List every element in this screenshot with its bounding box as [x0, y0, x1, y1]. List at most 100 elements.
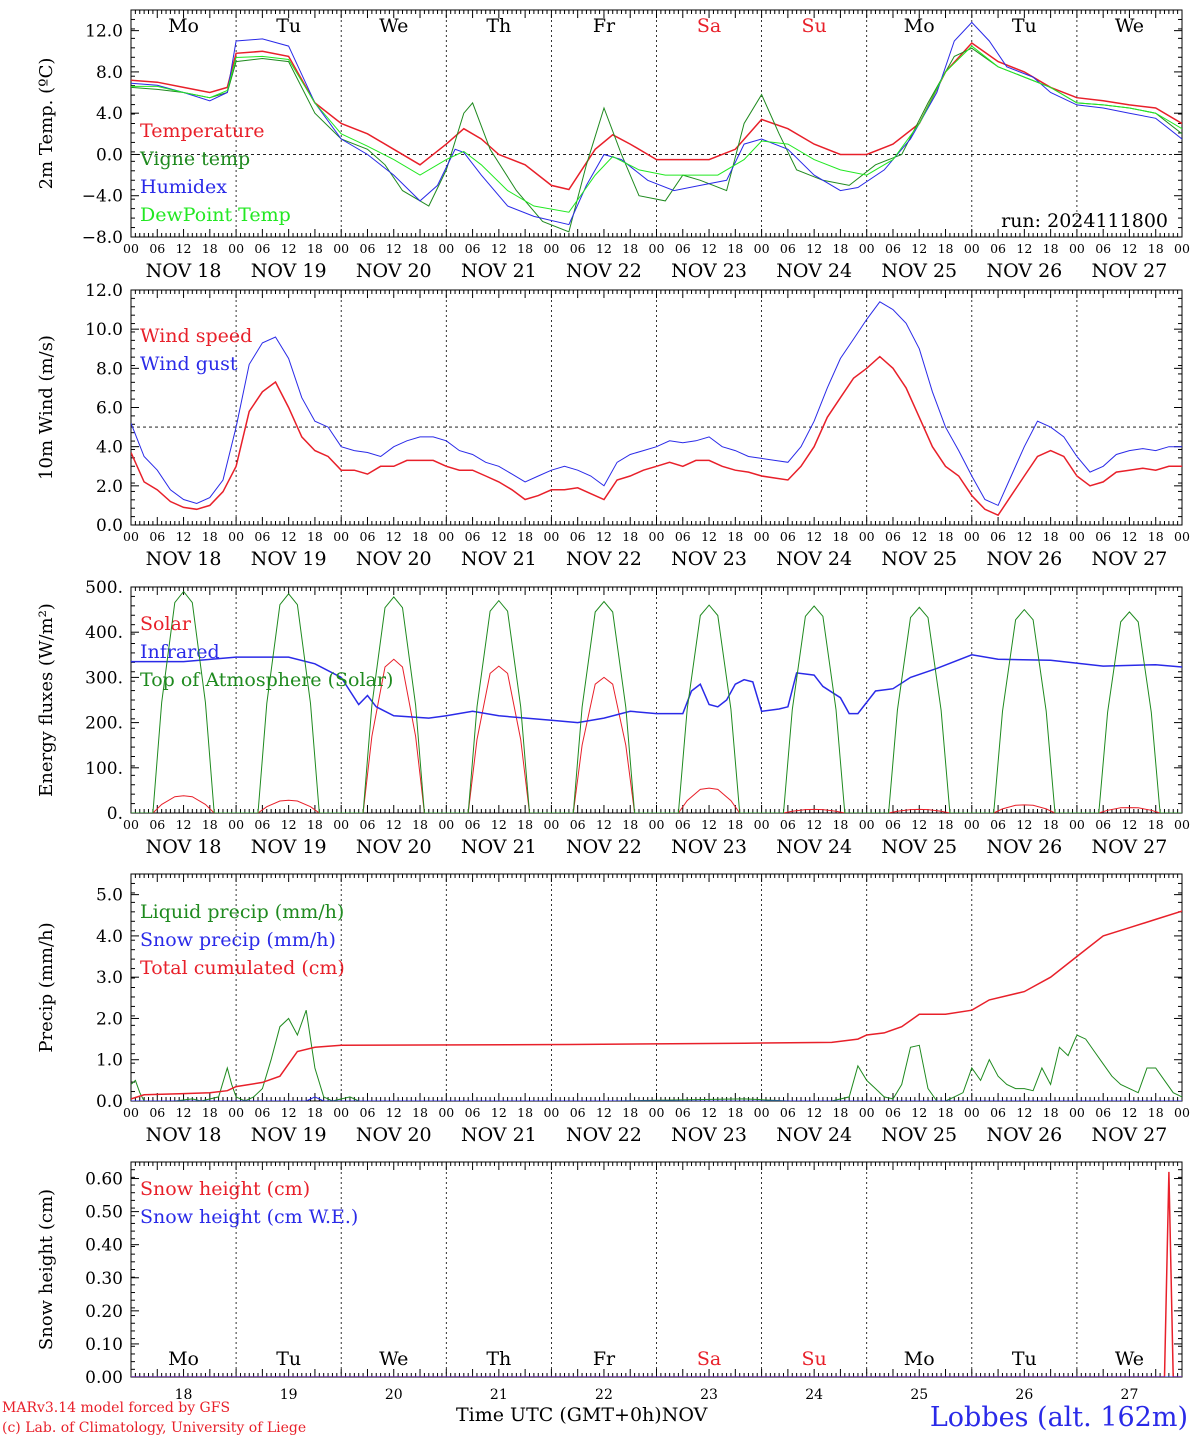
hour-tick-label: 00 [438, 529, 454, 544]
date-label: NOV 21 [461, 260, 537, 282]
date-label: NOV 22 [566, 1124, 642, 1146]
hour-tick-label: 12 [1016, 817, 1032, 832]
hour-tick-label: 18 [517, 241, 533, 256]
hour-tick-label: 12 [281, 1105, 297, 1120]
hour-tick-label: 00 [1174, 529, 1190, 544]
footer-time-text: Time UTC (GMT+0h) [456, 1404, 662, 1426]
hour-tick-label: 00 [964, 529, 980, 544]
date-label: NOV 23 [671, 260, 747, 282]
legend-entry: Top of Atmosphere (Solar) [140, 669, 393, 691]
legend-entry: Wind gust [140, 353, 238, 375]
weekday-label: Th [486, 15, 511, 37]
y-tick-label: 4.0 [96, 927, 123, 947]
hour-tick-label: 18 [1043, 1105, 1059, 1120]
hour-tick-label: 00 [123, 817, 139, 832]
date-label: NOV 27 [1092, 836, 1168, 858]
hour-tick-label: 12 [911, 529, 927, 544]
hour-tick-label: 12 [911, 241, 927, 256]
hour-tick-label: 18 [412, 529, 428, 544]
hour-tick-label: 06 [149, 529, 165, 544]
hour-tick-label: 06 [149, 817, 165, 832]
legend-entry: Snow height (cm) [140, 1178, 310, 1200]
hour-tick-label: 00 [333, 1105, 349, 1120]
series-line-wind-gust [131, 301, 1182, 507]
hour-tick-label: 18 [727, 529, 743, 544]
hour-tick-label: 06 [465, 529, 481, 544]
date-label: NOV 20 [356, 548, 432, 570]
y-tick-label: 400. [85, 623, 123, 643]
hour-tick-label: 18 [727, 1105, 743, 1120]
hour-tick-label: 00 [543, 529, 559, 544]
hour-tick-label: 12 [806, 529, 822, 544]
y-tick-label: 100. [85, 759, 123, 779]
weekday-label: Mo [168, 1348, 199, 1370]
hour-tick-label: 12 [386, 241, 402, 256]
hour-tick-label: 18 [727, 241, 743, 256]
hour-tick-label: 06 [675, 817, 691, 832]
hour-tick-label: 06 [1095, 529, 1111, 544]
y-tick-label: 1.0 [96, 1051, 123, 1071]
date-label: NOV 19 [251, 260, 327, 282]
hour-tick-label: 06 [990, 241, 1006, 256]
hour-tick-label: 00 [123, 1105, 139, 1120]
date-label: NOV 26 [986, 1124, 1062, 1146]
hour-tick-label: 00 [859, 817, 875, 832]
weekday-label: Th [486, 1348, 511, 1370]
y-tick-label: 12.0 [85, 281, 123, 301]
hour-tick-label: 06 [885, 241, 901, 256]
hour-tick-label: 00 [859, 241, 875, 256]
hour-tick-label: 06 [254, 529, 270, 544]
day-number-label: 18 [175, 1387, 193, 1400]
hour-tick-label: 06 [675, 1105, 691, 1120]
y-tick-label: 4.0 [96, 438, 123, 458]
hour-tick-label: 12 [701, 529, 717, 544]
day-number-label: 21 [490, 1387, 508, 1400]
weekday-label: Mo [904, 1348, 935, 1370]
hour-tick-label: 18 [1043, 529, 1059, 544]
legend-entry: Infrared [140, 641, 220, 663]
y-axis-label: Precip (mm/h) [36, 922, 57, 1052]
hour-tick-label: 18 [307, 241, 323, 256]
date-label: NOV 24 [776, 548, 852, 570]
hour-tick-label: 12 [1016, 1105, 1032, 1120]
series-line-vigne-temp [131, 47, 1182, 233]
hour-tick-label: 00 [1174, 241, 1190, 256]
y-tick-label: 8.0 [96, 63, 123, 83]
hour-tick-label: 00 [438, 1105, 454, 1120]
y-tick-label: −8.0 [82, 228, 123, 248]
date-label: NOV 18 [146, 548, 222, 570]
date-label: NOV 27 [1092, 1124, 1168, 1146]
footer-month-text: NOV [661, 1404, 708, 1426]
y-tick-label: 0.0 [96, 516, 123, 536]
hour-tick-label: 18 [1043, 817, 1059, 832]
hour-tick-label: 12 [386, 817, 402, 832]
date-label: NOV 23 [671, 836, 747, 858]
date-label: NOV 19 [251, 1124, 327, 1146]
series-line-humidex [131, 21, 1182, 226]
date-label: NOV 21 [461, 836, 537, 858]
hour-tick-label: 12 [491, 1105, 507, 1120]
hour-tick-label: 18 [622, 1105, 638, 1120]
hour-tick-label: 06 [254, 241, 270, 256]
hour-tick-label: 06 [990, 817, 1006, 832]
hour-tick-label: 12 [596, 241, 612, 256]
hour-tick-label: 00 [754, 241, 770, 256]
hour-tick-label: 00 [228, 241, 244, 256]
hour-tick-label: 18 [412, 817, 428, 832]
hour-tick-label: 12 [1121, 1105, 1137, 1120]
hour-tick-label: 06 [570, 1105, 586, 1120]
y-tick-label: 4.0 [96, 104, 123, 124]
hour-tick-label: 06 [1095, 1105, 1111, 1120]
hour-tick-label: 18 [202, 529, 218, 544]
hour-tick-label: 06 [254, 1105, 270, 1120]
day-number-label: 22 [595, 1387, 613, 1400]
date-label: NOV 24 [776, 260, 852, 282]
date-label: NOV 22 [566, 260, 642, 282]
hour-tick-label: 12 [386, 1105, 402, 1120]
hour-tick-label: 06 [990, 1105, 1006, 1120]
date-label: NOV 26 [986, 260, 1062, 282]
date-label: NOV 23 [671, 548, 747, 570]
hour-tick-label: 00 [333, 529, 349, 544]
date-label: NOV 24 [776, 836, 852, 858]
y-tick-label: 300. [85, 668, 123, 688]
